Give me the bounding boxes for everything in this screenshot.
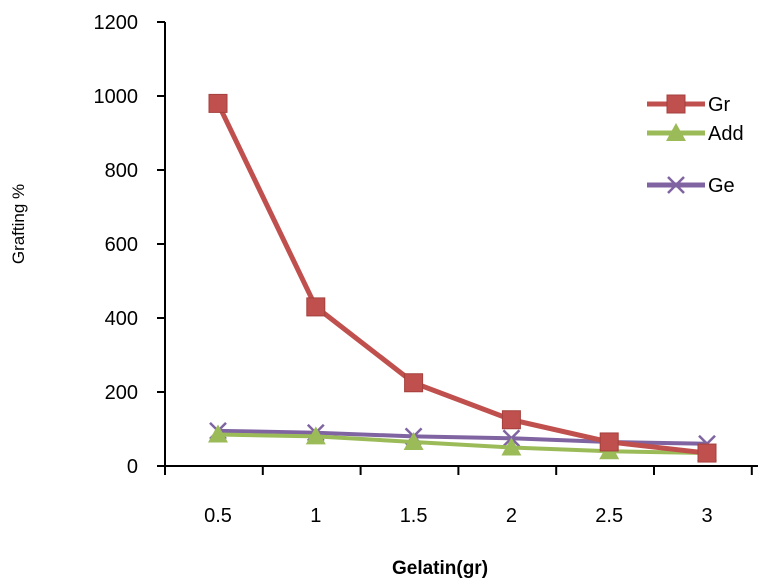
data-point-gr bbox=[501, 410, 521, 430]
x-tick-label: 0.5 bbox=[204, 505, 232, 527]
legend: Gr Add Ge bbox=[647, 94, 744, 197]
legend-marker-add bbox=[666, 123, 686, 141]
x-tick-label: 1.5 bbox=[400, 505, 428, 527]
y-axis-title: Grafting % bbox=[9, 184, 28, 264]
y-tick-label: 200 bbox=[105, 382, 138, 404]
legend-marker-ge bbox=[667, 176, 685, 194]
legend-label: Gr bbox=[708, 94, 731, 116]
y-tick-label: 1000 bbox=[94, 86, 139, 108]
x-tick-label: 3 bbox=[701, 505, 712, 527]
data-point-add bbox=[305, 426, 326, 445]
series-line-gr bbox=[215, 102, 708, 456]
legend-item-gr: Gr bbox=[647, 94, 731, 116]
legend-marker-gr bbox=[666, 94, 686, 114]
x-tick-label: 2.5 bbox=[595, 505, 623, 527]
data-point-add bbox=[501, 437, 522, 456]
y-tick-label: 0 bbox=[127, 456, 138, 478]
data-point-gr bbox=[697, 443, 717, 463]
data-point-gr bbox=[208, 93, 228, 113]
axis-ticks: 0 200 400 600 800 1000 1200 0.5 1 1.5 2 2.5 3 bbox=[94, 12, 753, 527]
data-point-gr bbox=[599, 432, 619, 452]
y-tick-label: 1200 bbox=[94, 12, 139, 34]
series-gr bbox=[208, 93, 717, 463]
data-point-add bbox=[403, 431, 424, 450]
data-point-add bbox=[208, 424, 228, 443]
y-tick-label: 600 bbox=[105, 234, 138, 256]
x-tick-label: 1 bbox=[310, 505, 321, 527]
legend-label: Add bbox=[708, 123, 744, 145]
x-axis-title: Gelatin(gr) bbox=[392, 558, 488, 579]
legend-label: Ge bbox=[708, 175, 735, 197]
y-tick-label: 800 bbox=[105, 160, 138, 182]
x-tick-label: 2 bbox=[506, 505, 517, 527]
data-point-gr bbox=[404, 373, 424, 393]
y-tick-label: 400 bbox=[105, 308, 138, 330]
legend-item-add: Add bbox=[647, 123, 744, 145]
legend-item-ge: Ge bbox=[647, 175, 735, 197]
series-line-add bbox=[217, 432, 708, 456]
series-layer bbox=[208, 93, 717, 463]
data-point-gr bbox=[306, 297, 326, 317]
